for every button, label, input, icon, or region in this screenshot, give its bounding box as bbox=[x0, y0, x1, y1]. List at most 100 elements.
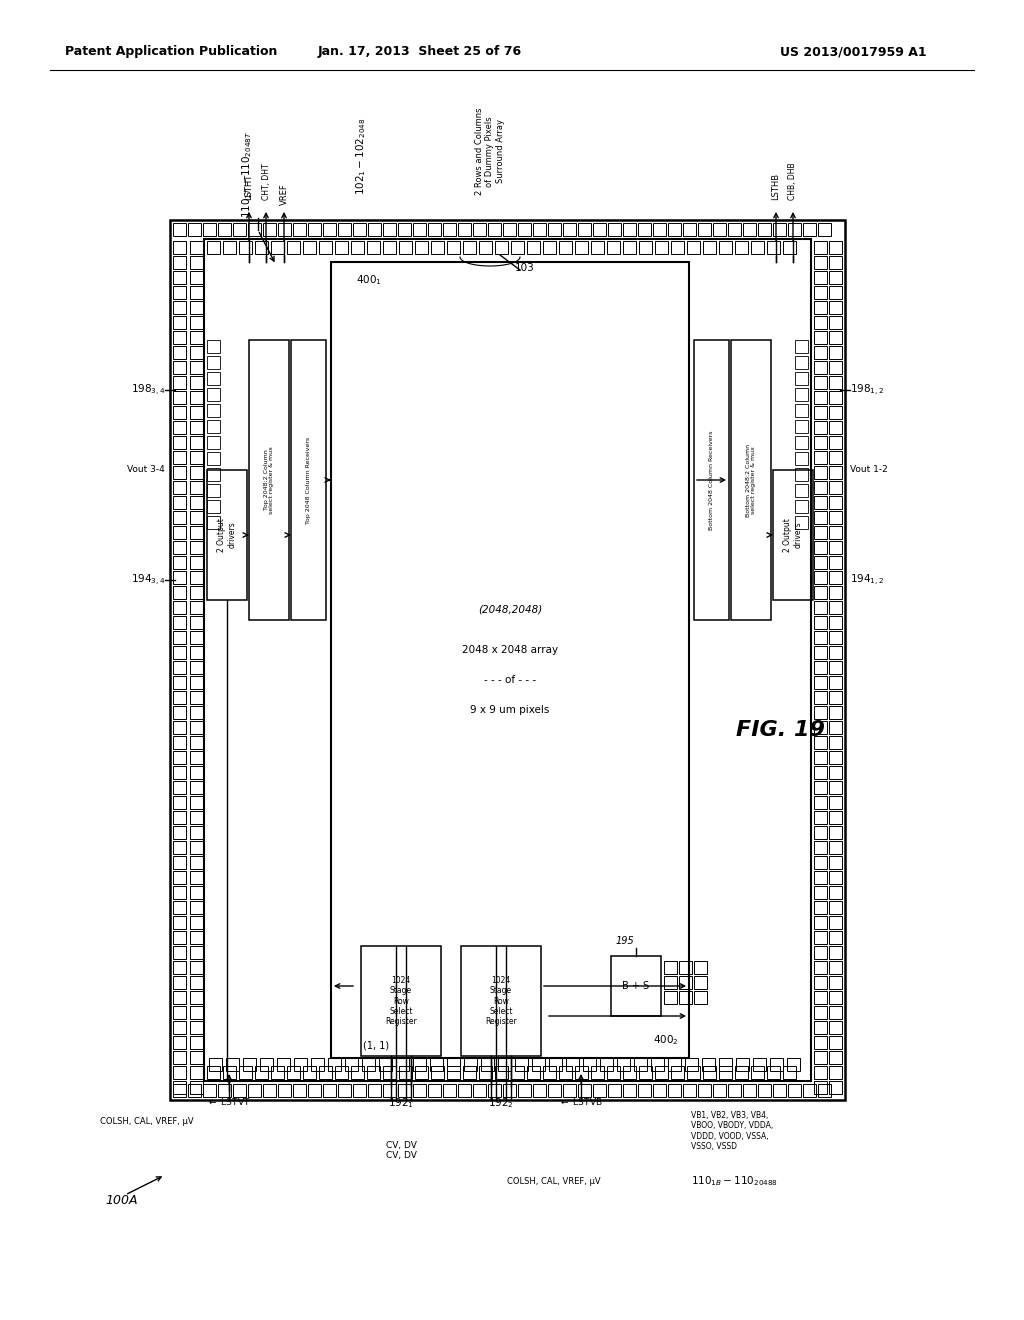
Bar bbox=[173, 511, 186, 524]
Bar bbox=[361, 946, 441, 1056]
Bar bbox=[818, 223, 831, 236]
Bar bbox=[548, 223, 561, 236]
Bar bbox=[814, 975, 827, 989]
Bar bbox=[173, 931, 186, 944]
Bar bbox=[233, 223, 246, 236]
Bar bbox=[399, 1067, 412, 1078]
Bar bbox=[814, 631, 827, 644]
Bar bbox=[203, 1084, 216, 1097]
Bar bbox=[511, 242, 524, 253]
Bar bbox=[190, 525, 203, 539]
Bar bbox=[293, 1084, 306, 1097]
Bar bbox=[829, 376, 842, 389]
Bar bbox=[814, 376, 827, 389]
Bar bbox=[814, 855, 827, 869]
Bar bbox=[829, 916, 842, 929]
Bar bbox=[190, 286, 203, 300]
Bar bbox=[263, 223, 276, 236]
Bar bbox=[751, 242, 764, 253]
Bar bbox=[413, 1059, 426, 1071]
Bar bbox=[713, 223, 726, 236]
Bar bbox=[338, 1084, 351, 1097]
Bar bbox=[735, 1067, 748, 1078]
Bar bbox=[464, 1059, 477, 1071]
Bar bbox=[563, 223, 575, 236]
Bar bbox=[173, 855, 186, 869]
Text: $194_{3,4}$: $194_{3,4}$ bbox=[131, 573, 165, 587]
Text: 100A: 100A bbox=[105, 1193, 137, 1206]
Bar bbox=[190, 391, 203, 404]
Bar bbox=[829, 601, 842, 614]
Bar bbox=[575, 242, 588, 253]
Bar bbox=[396, 1059, 409, 1071]
Bar bbox=[173, 721, 186, 734]
Bar bbox=[829, 586, 842, 599]
Bar bbox=[814, 1006, 827, 1019]
Bar bbox=[443, 223, 456, 236]
Bar bbox=[698, 223, 711, 236]
Bar bbox=[617, 1059, 630, 1071]
Bar bbox=[479, 242, 492, 253]
Bar bbox=[278, 1084, 291, 1097]
Bar bbox=[260, 1059, 273, 1071]
Bar bbox=[271, 1067, 284, 1078]
Bar bbox=[803, 1084, 816, 1097]
Bar bbox=[226, 1059, 239, 1071]
Bar bbox=[814, 946, 827, 960]
Bar bbox=[829, 781, 842, 795]
Bar bbox=[795, 404, 808, 417]
Bar bbox=[608, 223, 621, 236]
Text: $194_{1,2}$: $194_{1,2}$ bbox=[850, 573, 884, 587]
Bar bbox=[795, 388, 808, 401]
Bar bbox=[498, 1059, 511, 1071]
Bar bbox=[814, 931, 827, 944]
Bar bbox=[335, 242, 348, 253]
Bar bbox=[623, 1084, 636, 1097]
Text: $400_2$: $400_2$ bbox=[653, 1034, 679, 1047]
Bar bbox=[495, 1067, 508, 1078]
Bar bbox=[190, 601, 203, 614]
Bar bbox=[345, 1059, 358, 1071]
Bar bbox=[271, 242, 284, 253]
Text: Vout 3-4: Vout 3-4 bbox=[127, 466, 165, 474]
Text: 195: 195 bbox=[616, 936, 635, 946]
Bar bbox=[338, 223, 351, 236]
Bar bbox=[173, 1020, 186, 1034]
Bar bbox=[190, 961, 203, 974]
Bar bbox=[767, 1067, 780, 1078]
Bar bbox=[829, 855, 842, 869]
Bar bbox=[415, 242, 428, 253]
Bar bbox=[814, 1081, 827, 1094]
Bar bbox=[173, 572, 186, 583]
Text: COLSH, CAL, VREF, μV: COLSH, CAL, VREF, μV bbox=[100, 1117, 194, 1126]
Bar bbox=[207, 470, 247, 601]
Bar bbox=[190, 421, 203, 434]
Bar bbox=[829, 331, 842, 345]
Bar bbox=[383, 242, 396, 253]
Text: CHB, DHB: CHB, DHB bbox=[788, 162, 798, 201]
Bar bbox=[173, 826, 186, 840]
Text: B + S: B + S bbox=[623, 981, 649, 991]
Bar bbox=[190, 886, 203, 899]
Bar bbox=[719, 1067, 732, 1078]
Bar bbox=[173, 301, 186, 314]
Bar bbox=[795, 451, 808, 465]
Bar bbox=[698, 1084, 711, 1097]
Bar bbox=[814, 645, 827, 659]
Bar bbox=[638, 223, 651, 236]
Bar bbox=[814, 286, 827, 300]
Text: CHT, DHT: CHT, DHT bbox=[261, 164, 270, 201]
Bar bbox=[829, 436, 842, 449]
Bar bbox=[814, 661, 827, 675]
Bar bbox=[173, 706, 186, 719]
Text: $192_1$: $192_1$ bbox=[388, 1096, 414, 1110]
Bar bbox=[829, 631, 842, 644]
Bar bbox=[190, 796, 203, 809]
Bar bbox=[728, 1084, 741, 1097]
Bar bbox=[600, 1059, 613, 1071]
Bar bbox=[549, 1059, 562, 1071]
Bar bbox=[818, 1084, 831, 1097]
Bar bbox=[515, 1059, 528, 1071]
Bar bbox=[728, 223, 741, 236]
Bar bbox=[683, 223, 696, 236]
